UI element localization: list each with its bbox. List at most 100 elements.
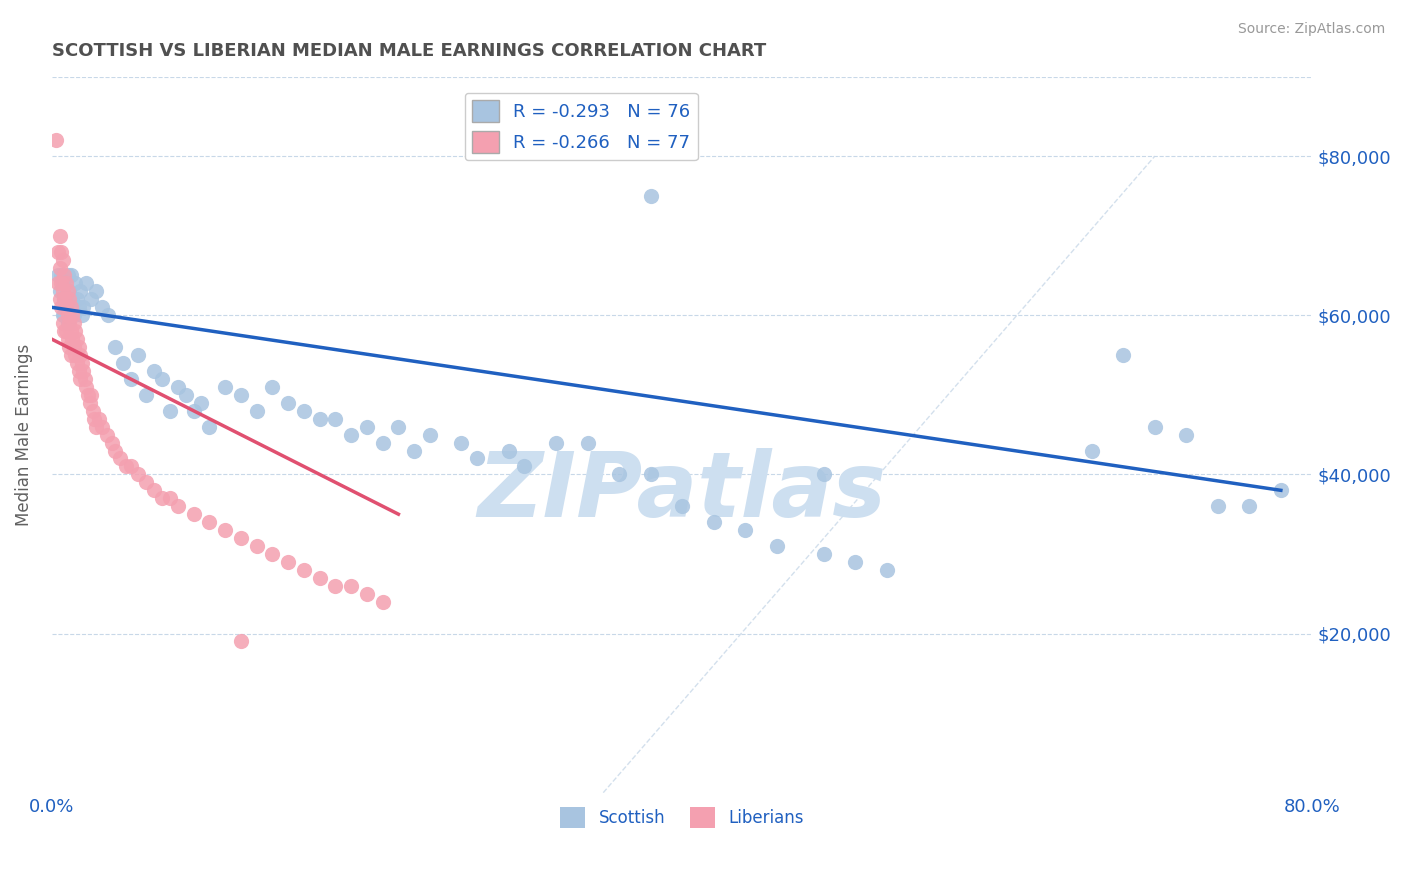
Point	[48, 228, 70, 243]
Point	[66, 293, 89, 307]
Point	[214, 380, 236, 394]
Point	[356, 587, 378, 601]
Point	[143, 364, 166, 378]
Point	[48, 260, 70, 275]
Point	[150, 491, 173, 506]
Point	[734, 523, 756, 537]
Point	[190, 396, 212, 410]
Point	[70, 308, 93, 322]
Point	[1239, 500, 1261, 514]
Point	[246, 539, 269, 553]
Point	[166, 500, 188, 514]
Point	[67, 340, 90, 354]
Point	[1112, 348, 1135, 362]
Point	[198, 515, 221, 529]
Point	[62, 340, 84, 354]
Point	[183, 403, 205, 417]
Point	[59, 324, 82, 338]
Point	[62, 308, 84, 322]
Point	[1081, 443, 1104, 458]
Point	[51, 244, 73, 259]
Point	[150, 372, 173, 386]
Point	[229, 531, 252, 545]
Point	[174, 388, 197, 402]
Point	[159, 403, 181, 417]
Point	[52, 252, 75, 267]
Point	[1270, 483, 1292, 498]
Text: Source: ZipAtlas.com: Source: ZipAtlas.com	[1237, 22, 1385, 37]
Point	[83, 411, 105, 425]
Point	[58, 340, 80, 354]
Point	[73, 372, 96, 386]
Point	[67, 364, 90, 378]
Point	[340, 579, 363, 593]
Point	[277, 396, 299, 410]
Point	[51, 277, 73, 291]
Point	[513, 459, 536, 474]
Point	[82, 403, 104, 417]
Point	[80, 388, 103, 402]
Point	[46, 268, 69, 283]
Point	[55, 277, 77, 291]
Point	[108, 451, 131, 466]
Point	[97, 308, 120, 322]
Point	[1175, 427, 1198, 442]
Point	[58, 293, 80, 307]
Point	[371, 435, 394, 450]
Point	[292, 403, 315, 417]
Point	[66, 332, 89, 346]
Point	[75, 380, 97, 394]
Point	[80, 293, 103, 307]
Point	[198, 419, 221, 434]
Point	[120, 459, 142, 474]
Point	[55, 301, 77, 315]
Point	[127, 348, 149, 362]
Point	[87, 411, 110, 425]
Point	[262, 547, 284, 561]
Point	[46, 277, 69, 291]
Point	[69, 348, 91, 362]
Point	[671, 500, 693, 514]
Point	[876, 563, 898, 577]
Point	[356, 419, 378, 434]
Point	[79, 396, 101, 410]
Point	[104, 340, 127, 354]
Point	[56, 268, 79, 283]
Point	[52, 316, 75, 330]
Point	[53, 293, 76, 307]
Text: SCOTTISH VS LIBERIAN MEDIAN MALE EARNINGS CORRELATION CHART: SCOTTISH VS LIBERIAN MEDIAN MALE EARNING…	[52, 42, 766, 60]
Point	[69, 372, 91, 386]
Point	[387, 419, 409, 434]
Point	[75, 277, 97, 291]
Point	[166, 380, 188, 394]
Point	[60, 293, 83, 307]
Legend: Scottish, Liberians: Scottish, Liberians	[554, 801, 811, 834]
Point	[183, 507, 205, 521]
Point	[114, 459, 136, 474]
Point	[62, 316, 84, 330]
Point	[544, 435, 567, 450]
Point	[143, 483, 166, 498]
Point	[576, 435, 599, 450]
Point	[292, 563, 315, 577]
Point	[59, 301, 82, 315]
Point	[65, 277, 87, 291]
Point	[56, 332, 79, 346]
Point	[127, 467, 149, 482]
Point	[246, 403, 269, 417]
Point	[55, 324, 77, 338]
Point	[56, 308, 79, 322]
Point	[96, 427, 118, 442]
Point	[53, 268, 76, 283]
Point	[214, 523, 236, 537]
Point	[60, 308, 83, 322]
Point	[59, 348, 82, 362]
Text: ZIPatlas: ZIPatlas	[478, 448, 887, 536]
Point	[104, 443, 127, 458]
Point	[53, 308, 76, 322]
Point	[419, 427, 441, 442]
Point	[813, 467, 835, 482]
Point	[308, 571, 330, 585]
Point	[51, 268, 73, 283]
Point	[111, 356, 134, 370]
